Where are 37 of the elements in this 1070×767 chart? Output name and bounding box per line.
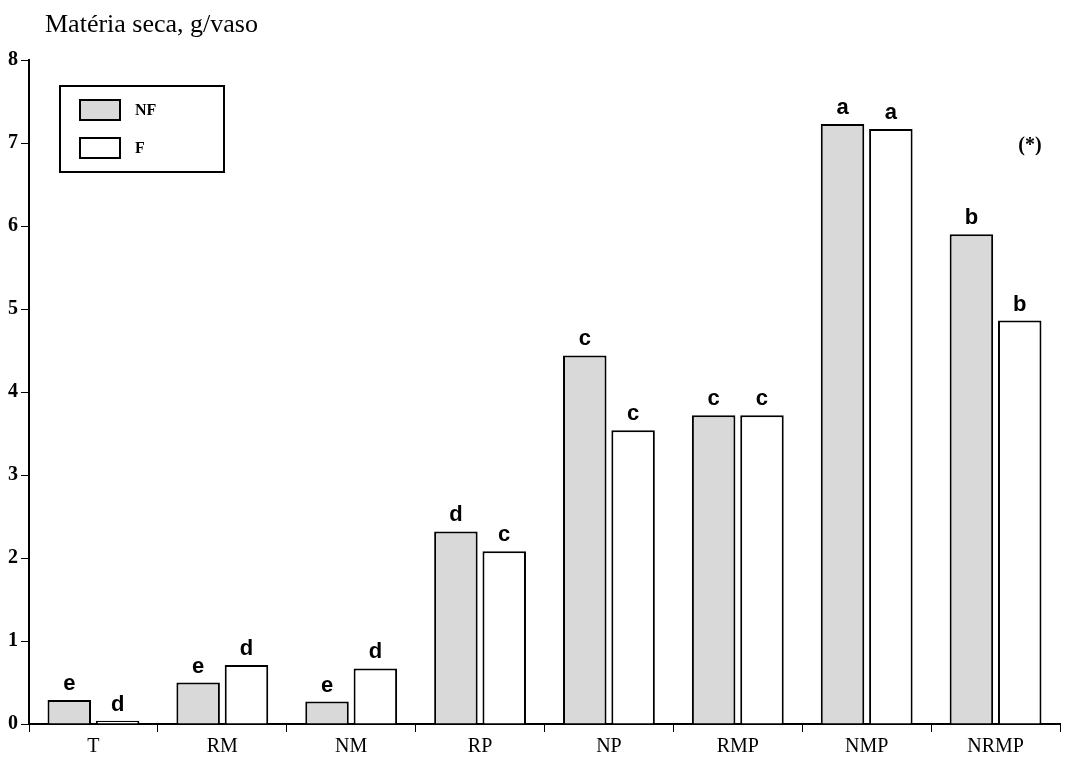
annotation: e xyxy=(192,652,205,678)
x-tick-label: RM xyxy=(206,734,239,757)
y-tick-label: 8 xyxy=(8,47,18,70)
annotation: c xyxy=(498,521,511,547)
legend-label: F xyxy=(135,139,145,157)
x-tick-label: RMP xyxy=(716,734,759,757)
y-tick-label: 0 xyxy=(8,711,18,734)
annotation: c xyxy=(578,325,591,351)
x-tick-label: NM xyxy=(335,734,368,757)
annotation: a xyxy=(884,98,898,124)
x-tick-label: NMP xyxy=(845,734,889,757)
y-axis-title: Matéria seca, g/vaso xyxy=(45,9,258,38)
x-tick-label: NRMP xyxy=(967,734,1024,757)
annotation: (*) xyxy=(1018,133,1042,157)
x-tick-label: NP xyxy=(596,734,622,757)
y-tick-label: 3 xyxy=(8,462,18,485)
legend-label: NF xyxy=(135,101,157,119)
annotation: d xyxy=(110,690,125,716)
annotation: d xyxy=(239,635,254,661)
annotation: d xyxy=(368,638,383,664)
y-tick-label: 1 xyxy=(8,628,18,651)
x-tick-label: T xyxy=(87,734,100,757)
annotation: c xyxy=(707,385,720,411)
annotation: e xyxy=(63,669,76,695)
y-tick-label: 5 xyxy=(8,296,18,319)
y-tick-label: 7 xyxy=(8,130,18,153)
y-tick-label: 4 xyxy=(8,379,18,402)
annotation: b xyxy=(1013,290,1027,316)
y-tick-label: 6 xyxy=(8,213,18,236)
annotation: c xyxy=(755,385,769,411)
annotation: e xyxy=(320,671,334,697)
annotation: c xyxy=(626,400,640,426)
annotation: a xyxy=(836,93,850,119)
y-tick-label: 2 xyxy=(8,545,18,568)
annotation: b xyxy=(964,204,979,230)
annotation: d xyxy=(449,501,463,527)
x-tick-label: RP xyxy=(467,734,493,757)
